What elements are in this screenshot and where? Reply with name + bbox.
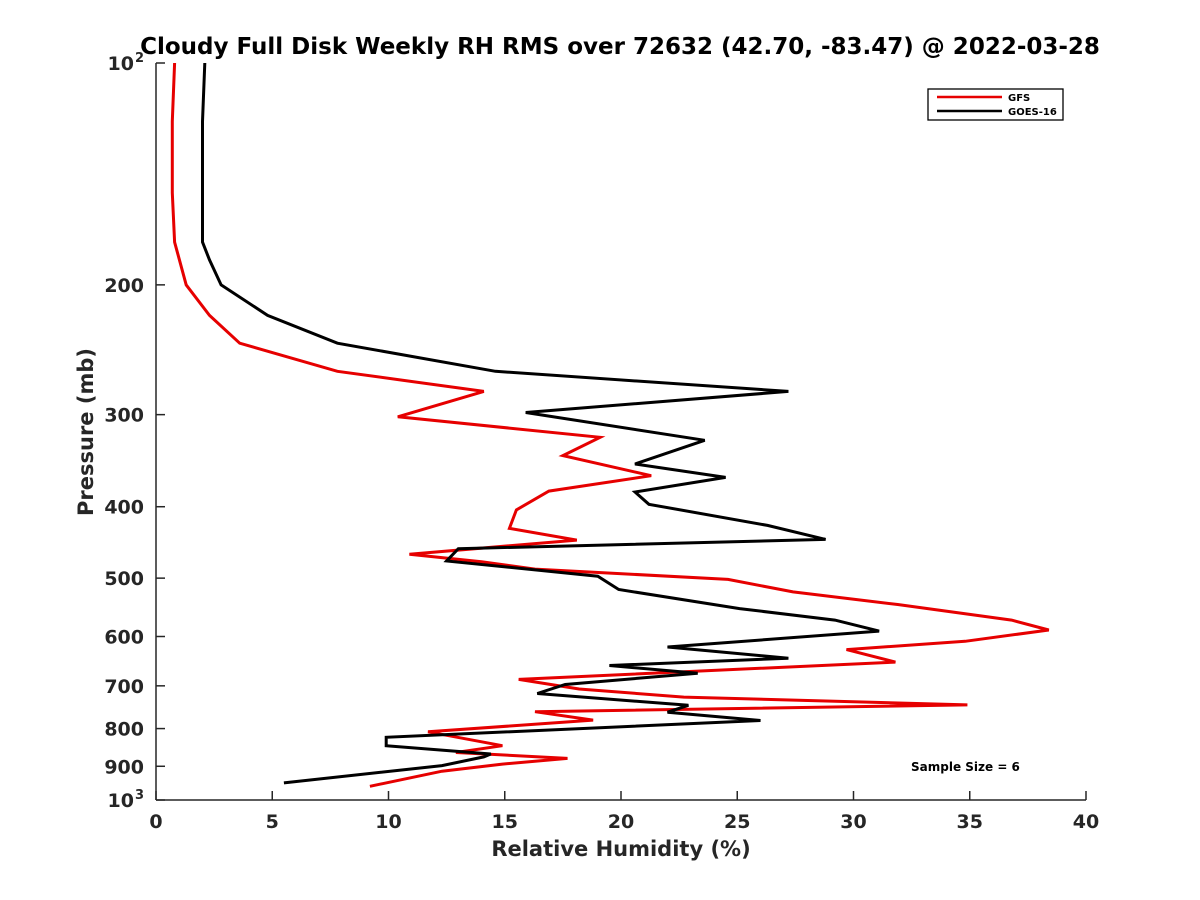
y-tick-label: 700 xyxy=(104,676,144,698)
y-tick-label: 500 xyxy=(104,568,144,590)
y-tick-label: 200 xyxy=(104,275,144,297)
y-tick-label: 600 xyxy=(104,626,144,648)
y-tick-label: 400 xyxy=(104,497,144,519)
legend-label-goes16: GOES-16 xyxy=(1008,107,1057,118)
y-tick-exponent: 2 xyxy=(135,51,144,66)
y-tick-label: 800 xyxy=(104,719,144,741)
series-line-goes16 xyxy=(201,62,880,785)
x-tick-label: 30 xyxy=(840,811,866,833)
y-tick-label: 300 xyxy=(104,405,144,427)
series-line-gfs xyxy=(170,62,1050,788)
x-tick-label: 10 xyxy=(375,811,401,833)
y-tick-exponent: 3 xyxy=(135,788,144,803)
plot-lines xyxy=(170,62,1050,788)
x-ticks: 0 5 10 15 20 25 30 35 40 xyxy=(149,791,1099,833)
x-axis-label: Relative Humidity (%) xyxy=(491,837,750,861)
x-tick-label: 40 xyxy=(1073,811,1099,833)
legend: GFS GOES-16 xyxy=(927,88,1064,121)
x-tick-label: 20 xyxy=(608,811,634,833)
legend-box xyxy=(927,88,1064,121)
y-axis-label: Pressure (mb) xyxy=(74,348,98,516)
sample-size-annotation: Sample Size = 6 xyxy=(911,760,1020,774)
x-tick-label: 15 xyxy=(492,811,518,833)
x-tick-label: 0 xyxy=(149,811,162,833)
y-tick-label: 10 xyxy=(108,53,134,75)
y-tick-label: 10 xyxy=(108,790,134,812)
y-tick-label: 900 xyxy=(104,756,144,778)
x-tick-label: 5 xyxy=(266,811,279,833)
chart-title: Cloudy Full Disk Weekly RH RMS over 7263… xyxy=(140,34,1100,60)
legend-label-gfs: GFS xyxy=(1008,93,1030,104)
x-tick-label: 35 xyxy=(957,811,983,833)
x-tick-label: 25 xyxy=(724,811,750,833)
